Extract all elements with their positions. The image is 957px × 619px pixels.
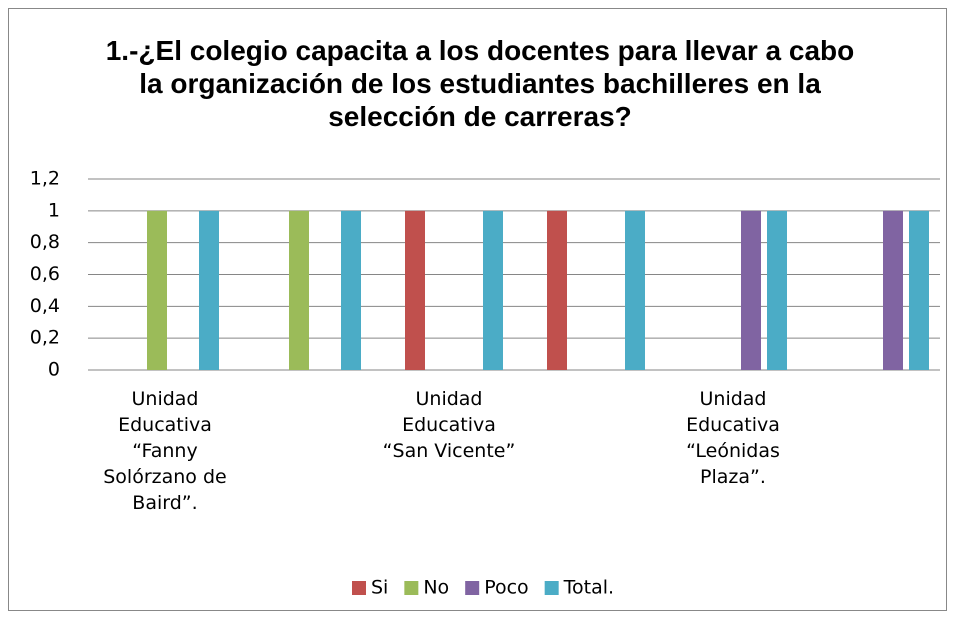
y-tick-label: 1,2 [30, 168, 60, 190]
x-tick-label: Unidad Educativa “Fanny Solórzano de Bai… [103, 388, 227, 514]
bar [767, 210, 787, 370]
y-tick-label: 0 [48, 359, 60, 381]
bar [147, 210, 167, 370]
y-tick-label: 0,4 [30, 295, 60, 317]
legend-label: Poco [484, 577, 528, 599]
bar [483, 210, 503, 370]
legend-swatch [465, 581, 480, 595]
legend-label: Si [371, 577, 388, 599]
legend-label: No [423, 577, 449, 599]
x-tick-label: Unidad Educativa “Leónidas Plaza”. [686, 388, 780, 488]
bar [405, 210, 425, 370]
bar [547, 210, 567, 370]
y-tick-label: 1 [48, 199, 60, 221]
legend-swatch [352, 581, 366, 595]
bar [199, 210, 219, 370]
y-tick-label: 0,2 [30, 327, 60, 349]
y-tick-label: 0,8 [30, 231, 60, 253]
chart-title: 1.-¿El colegio capacita a los docentes p… [105, 35, 855, 132]
bar [883, 210, 903, 370]
legend-swatch [404, 581, 419, 595]
bar [909, 210, 929, 370]
bar [625, 210, 645, 370]
x-tick-label: Unidad Educativa “San Vicente” [382, 388, 516, 462]
legend-label: Total. [563, 577, 614, 599]
legend-swatch [544, 581, 559, 595]
y-tick-label: 0,6 [30, 263, 60, 285]
bar [741, 210, 761, 370]
bar [289, 210, 309, 370]
chart-frame [8, 8, 947, 611]
bar [341, 210, 361, 370]
